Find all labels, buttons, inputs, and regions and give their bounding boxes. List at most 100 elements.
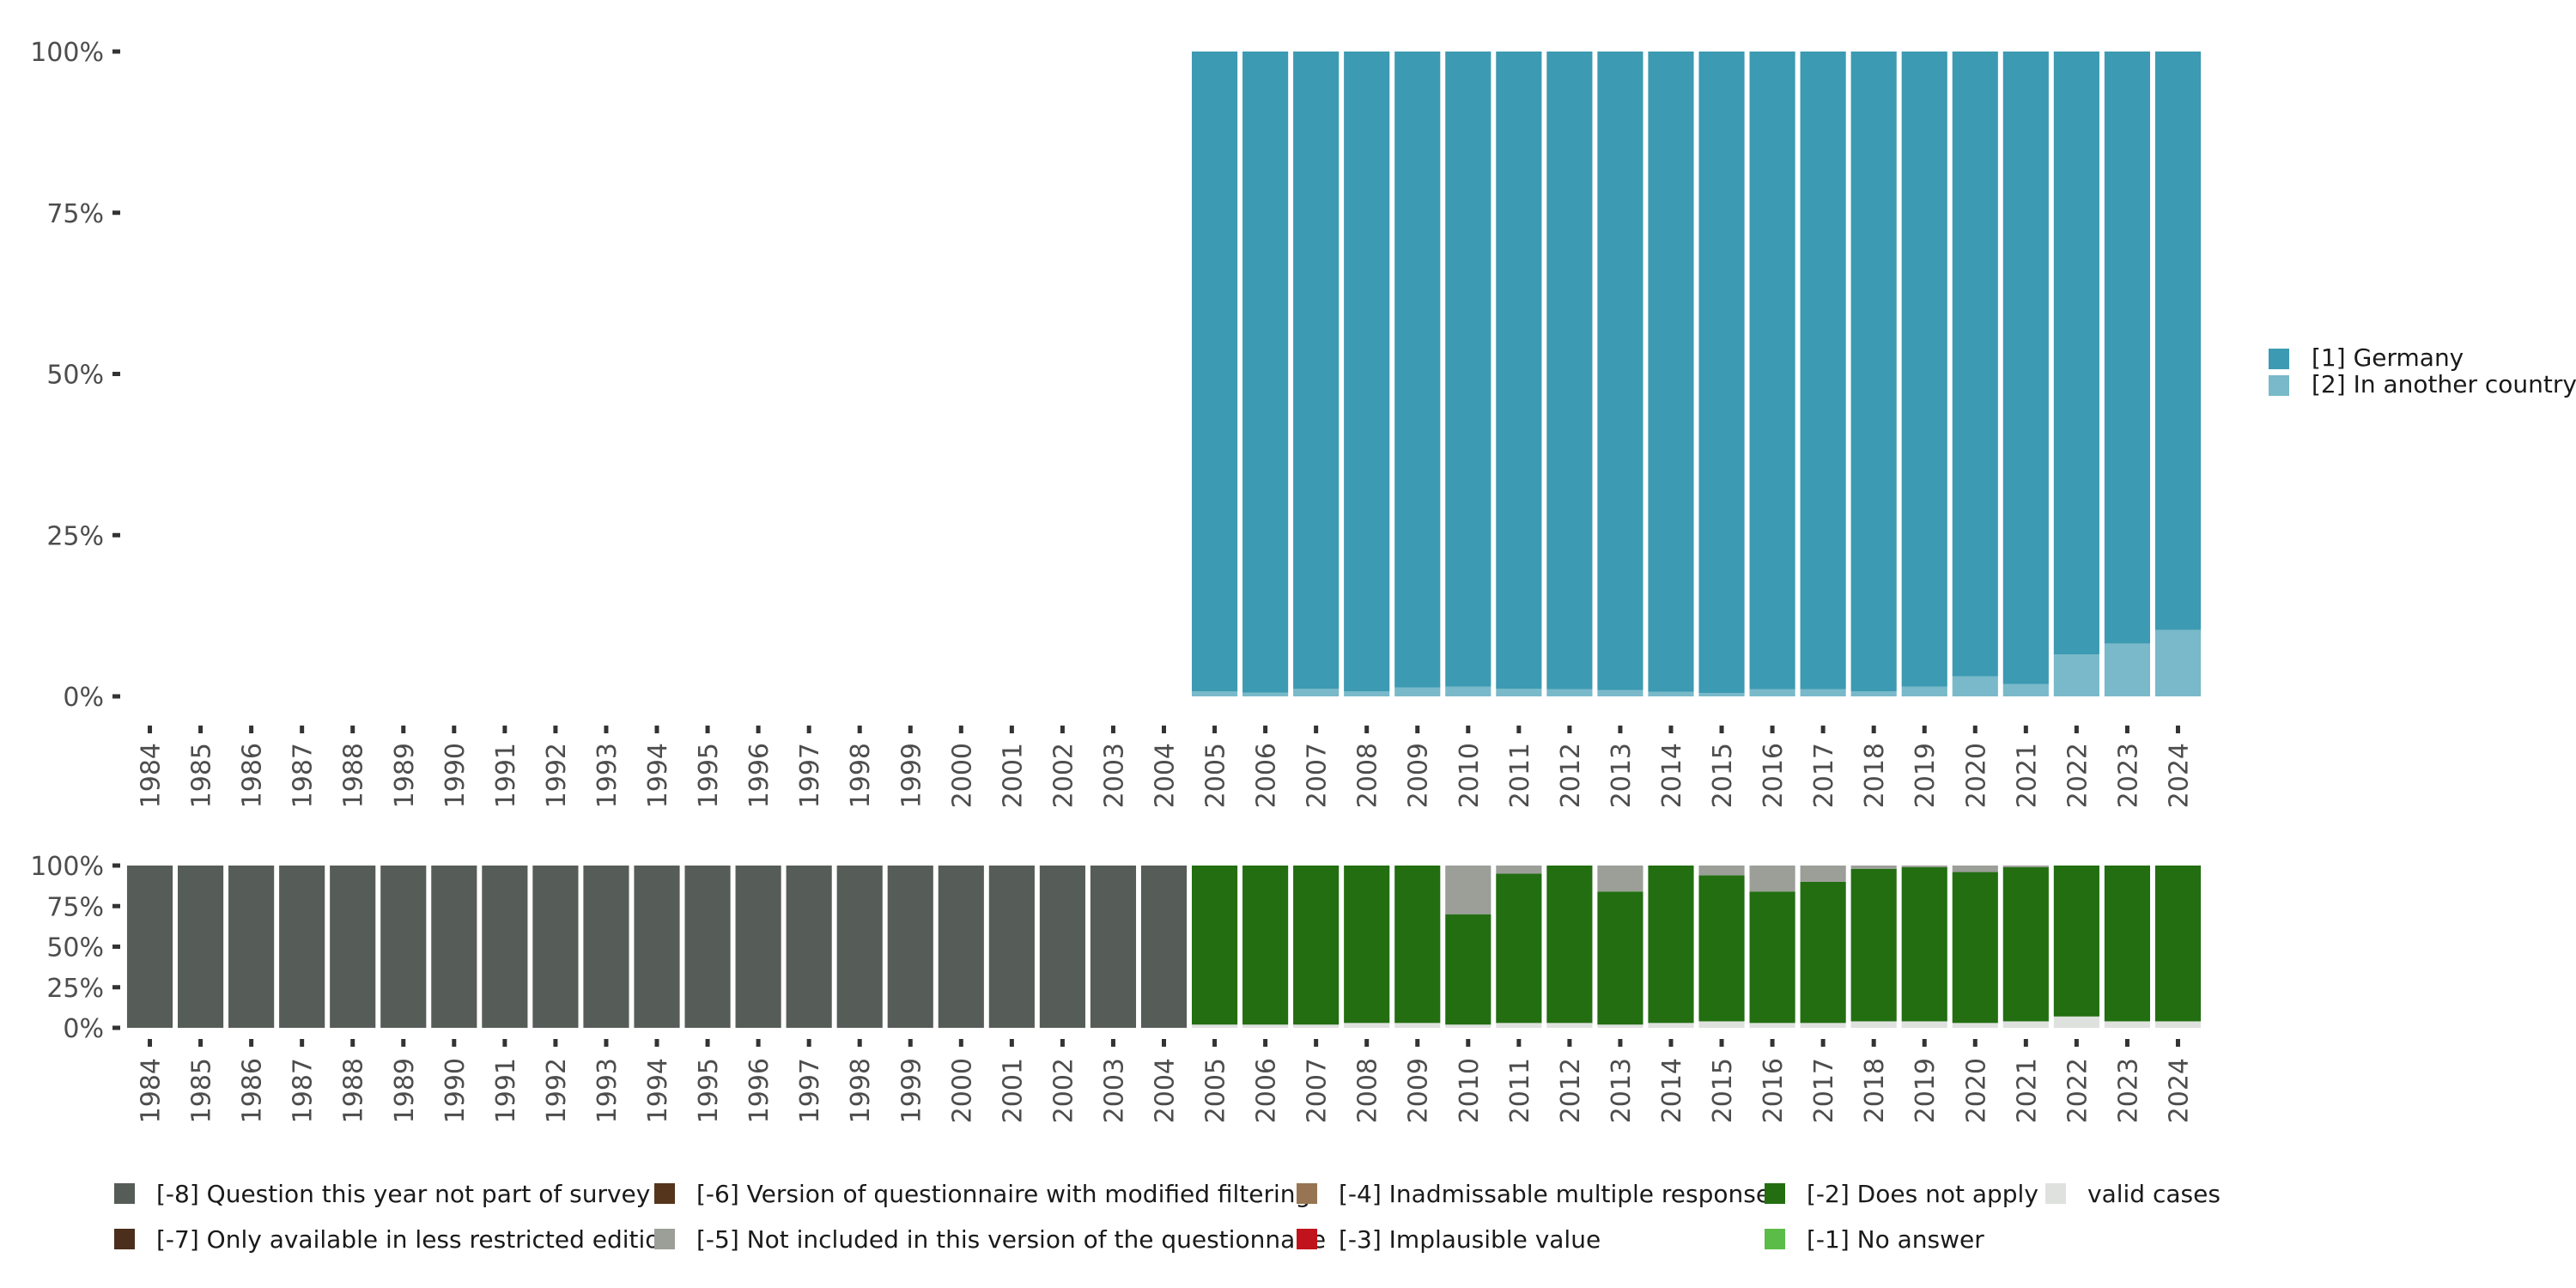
bottom-bar-2010 [1445,1024,1492,1028]
legend-bottom-key [1765,1183,1785,1204]
bottom-x-tick-label: 2001 [998,1058,1028,1123]
bottom-bar-1989 [380,866,427,1028]
legend-top: [1] Germany[2] In another country [2269,343,2576,398]
top-bar-2013 [1597,52,1643,690]
bottom-bar-2011 [1496,873,1542,1024]
bottom-bar-2010 [1445,866,1492,914]
legend-bottom-label: [-3] Implausible value [1339,1225,1601,1254]
bottom-x-tick-label: 1994 [643,1058,673,1123]
top-bar-2015 [1698,52,1745,694]
bottom-x-tick-label: 2003 [1099,1058,1129,1123]
legend-bottom-label: [-7] Only available in less restricted e… [156,1225,675,1254]
bottom-bar-2007 [1293,866,1340,1025]
top-x-tick-label: 2017 [1809,743,1839,808]
top-bar-2024 [2154,52,2202,630]
legend-bottom-key [1765,1229,1785,1249]
bottom-bar-2000 [938,866,984,1028]
bottom-x-tick-label: 1986 [238,1058,268,1123]
top-x-tick-label: 2011 [1505,743,1535,808]
bottom-bar-2022 [2053,1016,2099,1028]
top-bar-2009 [1394,52,1441,688]
bottom-x-tick-label: 2021 [2012,1058,2042,1123]
bottom-x-tick-label: 1988 [339,1058,369,1123]
bottom-bar-2005 [1191,1024,1238,1028]
top-x-tick-label: 2001 [998,743,1028,808]
legend-bottom-label: [-8] Question this year not part of surv… [156,1180,650,1208]
bottom-x-tick-label: 1996 [744,1058,775,1123]
bottom-bar-2017 [1800,866,1846,882]
top-bar-2019 [1901,52,1947,687]
bottom-x-tick-label: 2018 [1860,1058,1890,1123]
bottom-bar-2024 [2154,866,2202,1022]
bottom-bar-1999 [887,866,933,1028]
bottom-x-tick-label: 2008 [1353,1058,1383,1123]
bottom-bar-2007 [1293,1024,1340,1028]
bottom-x-tick-label: 2019 [1911,1058,1941,1123]
bottom-x-tick-label: 2017 [1809,1058,1839,1123]
legend-top-label: [2] In another country [2312,370,2576,398]
bottom-bar-1993 [583,866,629,1028]
bottom-bar-2020 [1952,866,1998,872]
legend-bottom-key [114,1183,135,1204]
bottom-bar-1984 [126,866,173,1028]
bottom-bar-2017 [1800,1023,1846,1028]
top-bar-2020 [1952,676,1998,696]
bottom-x-tick-label: 1990 [440,1058,471,1123]
top-x-tick-label: 2018 [1860,743,1890,808]
bottom-bar-2018 [1850,1021,1897,1028]
top-x-tick-label: 2021 [2012,743,2042,808]
top-bar-2023 [2104,52,2150,644]
top-x-tick-label: 1987 [289,743,319,808]
legend-bottom-label: [-2] Does not apply [1807,1180,2038,1208]
bottom-x-tick-label: 1993 [592,1058,623,1123]
top-bar-2013 [1597,690,1643,696]
bottom-x-tick-label: 2022 [2063,1058,2093,1123]
top-bar-2020 [1952,52,1998,677]
top-x-tick-label: 1992 [542,743,572,808]
bottom-x-tick-label: 1992 [542,1058,572,1123]
top-bar-2006 [1242,692,1289,696]
top-bar-2017 [1800,52,1846,690]
legend-top-key [2269,349,2289,369]
bottom-x-tick-label: 1991 [491,1058,521,1123]
top-x-tick-label: 2014 [1657,743,1687,808]
bottom-x-tick-label: 2009 [1404,1058,1434,1123]
top-bar-2010 [1445,686,1492,696]
bottom-bar-2021 [2002,866,2049,867]
top-x-tick-label: 2005 [1201,743,1231,808]
bottom-bar-1987 [279,866,325,1028]
top-bar-2016 [1749,689,1795,696]
top-x-tick-label: 1989 [390,743,420,808]
bottom-bar-1994 [634,866,680,1028]
bottom-bar-2015 [1698,875,1745,1022]
bottom-bar-1996 [735,866,781,1028]
bottom-x-tick-label: 2006 [1252,1058,1282,1123]
legend-bottom-label: [-6] Version of questionnaire with modif… [696,1180,1310,1208]
top-y-tick-label: 50% [46,361,104,391]
bottom-bar-2011 [1496,866,1542,874]
top-x-tick-label: 2020 [1961,743,1991,808]
top-bar-2012 [1546,52,1593,690]
top-x-tick-label: 2010 [1455,743,1485,808]
legend-top-label: [1] Germany [2312,343,2464,372]
top-x-tick-label: 1990 [440,743,471,808]
bottom-bar-2004 [1140,866,1188,1028]
bottom-panel: 0% 25% 50% 75% 100% 1984 1985 1986 1987 1988 1989 1… [30,852,2202,1123]
top-bar-2010 [1445,52,1492,687]
top-bar-2019 [1901,686,1947,696]
bottom-bar-2015 [1698,866,1745,876]
legend-bottom-key [1297,1229,1317,1249]
top-y-tick-label: 75% [46,199,104,229]
bottom-x-tick-label: 2015 [1708,1058,1738,1123]
top-x-tick-label: 2019 [1911,743,1941,808]
bottom-y-tick-label: 25% [46,974,104,1004]
top-x-tick-label: 2016 [1759,743,1789,808]
bottom-bar-2010 [1445,914,1492,1025]
top-y-tick-label: 25% [46,521,104,551]
top-x-tick-label: 2007 [1303,743,1333,808]
top-x-tick-label: 1999 [896,743,927,808]
legend-bottom-key [1297,1183,1317,1204]
bottom-bar-2023 [2104,866,2150,1022]
legend-bottom-label: [-1] No answer [1807,1225,1984,1254]
